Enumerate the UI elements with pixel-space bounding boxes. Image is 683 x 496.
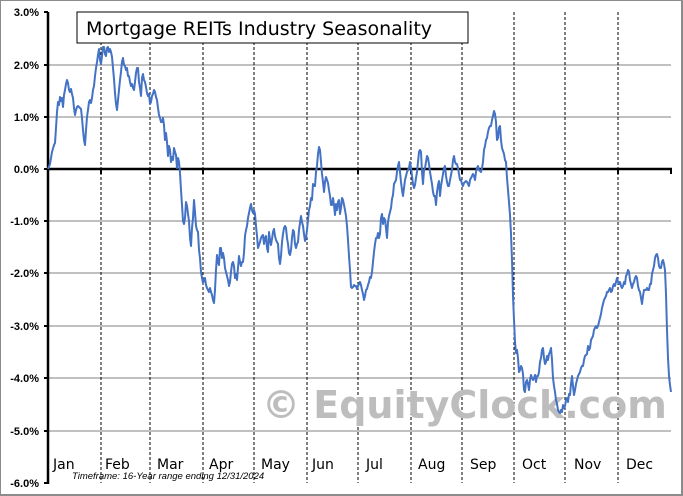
month-label: Mar [157,457,184,473]
month-label: May [261,457,290,473]
month-label: Nov [574,457,601,473]
month-label: Apr [209,457,233,473]
month-label: Dec [626,457,653,473]
y-label: -3.0% [10,321,39,333]
horizontal-gridlines [48,64,671,432]
zero-line-ticks [100,169,672,174]
chart-title: Mortgage REITs Industry Seasonality [86,18,432,40]
y-label: -4.0% [10,373,39,385]
x-axis-month-labels: Jan Feb Mar Apr May Jun Jul Aug Sep Oct … [52,457,653,473]
y-label: 3.0% [14,7,39,19]
y-label: -5.0% [10,426,39,438]
month-label: Sep [470,457,497,473]
month-label: Aug [418,457,445,473]
timeframe-note: Timeframe: 16-Year range ending 12/31/20… [72,471,264,482]
y-label: 0.0% [14,164,39,176]
seasonality-line [47,46,672,414]
y-label: -2.0% [10,268,39,280]
month-dividers [100,12,619,483]
y-axis-ticks [44,11,48,484]
month-label: Jul [365,457,383,473]
month-label: Jun [311,457,334,473]
month-label: Feb [105,457,130,473]
y-label: 2.0% [14,60,39,72]
y-label: -1.0% [10,216,39,228]
watermark: © EquityClock.com [262,383,667,427]
y-label: 1.0% [14,112,39,124]
chart-title-box: Mortgage REITs Industry Seasonality [76,11,469,44]
y-label: -6.0% [10,478,39,490]
month-label: Oct [522,457,547,473]
month-label: Jan [52,457,75,473]
y-axis-labels: 3.0% 2.0% 1.0% 0.0% -1.0% -2.0% -3.0% -4… [10,7,39,490]
